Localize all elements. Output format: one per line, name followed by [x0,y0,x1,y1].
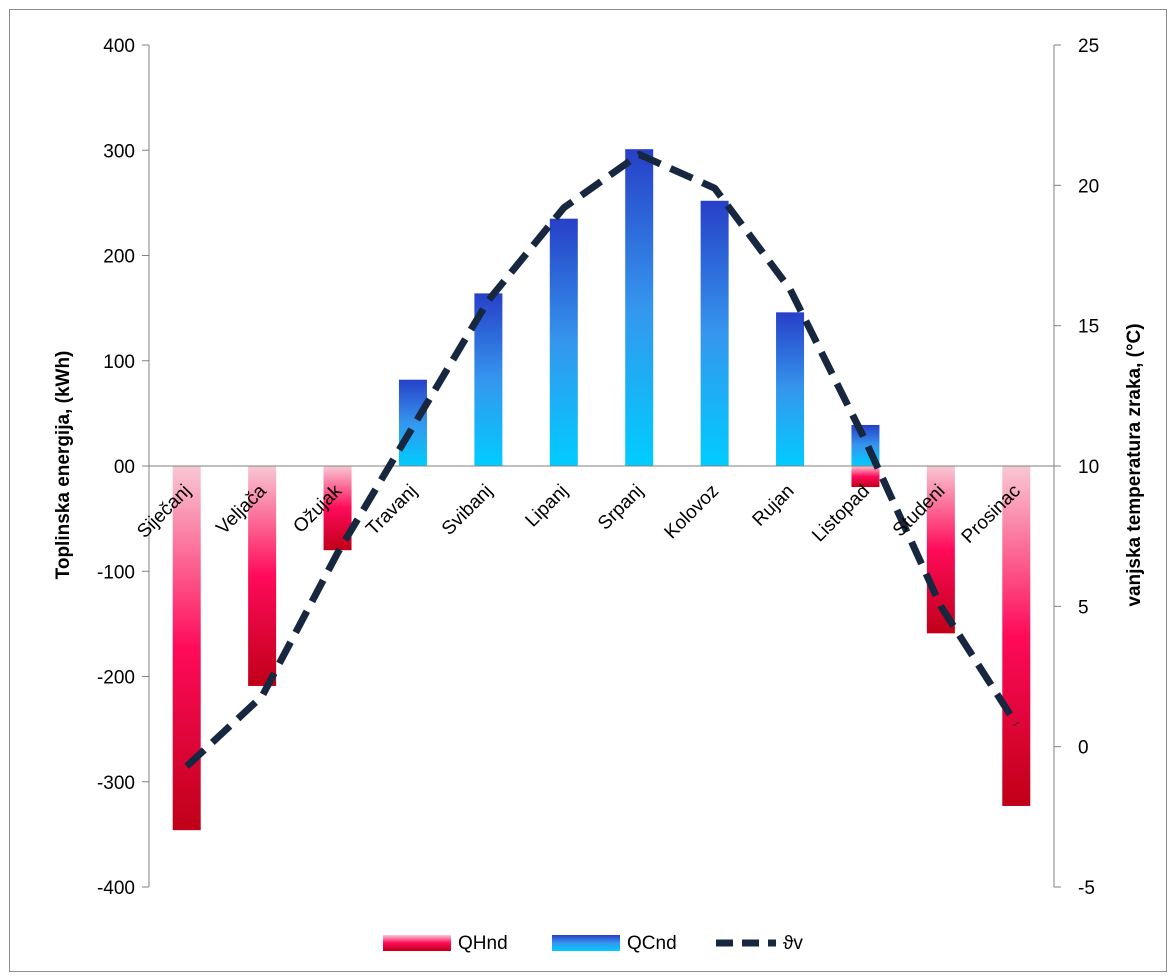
bar-qhnd-10 [926,466,955,634]
axes-layer: 400 300 200 100 00 -100 -200 -300 -400 25 20 15 10 5 0… [97,36,1099,899]
legend-label-qhnd: QHnd [458,933,508,954]
y-tick-label: -100 [97,562,135,583]
bar-qcnd-5 [549,218,578,466]
y-tick-label: 300 [103,141,135,162]
y2-tick-label: 10 [1078,457,1099,478]
legend: QHnd QCnd ϑv [383,933,803,954]
bar-qcnd-7 [700,200,729,466]
y2-tick-label: 20 [1078,176,1099,197]
bar-qhnd-1 [248,466,277,686]
bar-qcnd-6 [625,149,654,466]
y-tick-label: 100 [103,352,135,373]
bar-qhnd-9 [851,466,880,488]
y2-tick-label: 15 [1078,317,1099,338]
bar-qcnd-3 [398,379,427,466]
bar-qhnd-0 [172,466,201,831]
legend-label-qcnd: QCnd [627,933,677,954]
legend-swatch-qhnd [383,935,451,951]
y-tick-label: 400 [103,36,135,57]
legend-label-line: ϑv [783,933,803,954]
y2-tick-label: 0 [1078,738,1089,759]
y2-tick-label: 25 [1078,36,1099,57]
bar-qhnd-11 [1002,466,1031,806]
chart-border [9,9,1167,972]
legend-swatch-qcnd [552,935,620,951]
y-tick-label: -200 [97,668,135,689]
y-axis-title: Toplinska energija, (kWh) [53,351,74,580]
y2-tick-label: 5 [1078,597,1089,618]
y-tick-label: -400 [97,878,135,899]
y-tick-label: 00 [114,457,135,478]
y-tick-label: 200 [103,247,135,268]
y2-tick-label: -5 [1078,878,1095,899]
y-tick-label: -300 [97,773,135,794]
bars-layer [172,149,1031,831]
bar-qcnd-8 [776,312,805,466]
y2-axis-title: vanjska temperatura zraka, (°C) [1124,323,1145,606]
